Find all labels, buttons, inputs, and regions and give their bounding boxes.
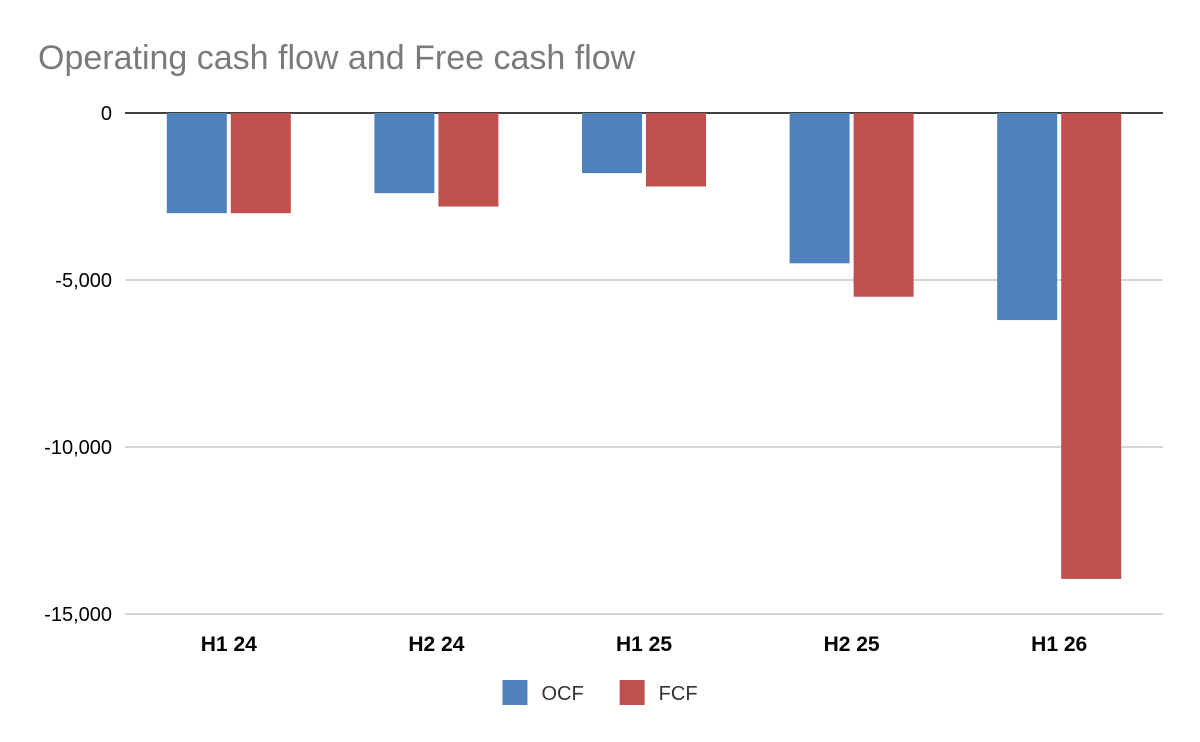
y-tick-label: -5,000: [55, 270, 112, 292]
bar-ocf-h2-25: [789, 113, 850, 264]
y-tick-label: 0: [101, 103, 112, 125]
y-tick-label: -10,000: [44, 437, 112, 459]
legend-label-ocf: OCF: [541, 683, 583, 705]
legend-item-fcf: FCF: [619, 680, 698, 705]
legend-swatch-fcf: [619, 680, 645, 705]
legend-item-ocf: OCF: [502, 680, 584, 705]
legend-label-fcf: FCF: [659, 683, 698, 705]
y-axis-ticks: 0 -5,000 -10,000 -15,000: [44, 103, 112, 626]
y-tick-label: -15,000: [44, 604, 112, 626]
bar-ocf-h1-25: [582, 113, 642, 174]
chart-title: Operating cash flow and Free cash flow: [38, 39, 636, 77]
x-tick-label: H1 24: [201, 633, 257, 656]
x-tick-label: H1 25: [616, 633, 672, 656]
bar-fcf-h2-25: [853, 113, 914, 297]
bars: [166, 113, 1122, 579]
bar-ocf-h2-24: [374, 113, 435, 194]
bar-fcf-h2-24: [438, 113, 499, 207]
x-tick-label: H2 24: [408, 633, 464, 656]
legend: OCF FCF: [502, 680, 698, 705]
x-axis-ticks: H1 24 H2 24 H1 25 H2 25 H1 26: [201, 633, 1087, 656]
gridlines: [125, 112, 1163, 615]
bar-fcf-h1-26: [1061, 113, 1122, 579]
bar-ocf-h1-26: [997, 113, 1058, 321]
x-tick-label: H1 26: [1031, 633, 1087, 656]
x-tick-label: H2 25: [824, 633, 880, 656]
bar-fcf-h1-25: [646, 113, 706, 187]
bar-fcf-h1-24: [230, 113, 291, 214]
bar-ocf-h1-24: [166, 113, 227, 214]
legend-swatch-ocf: [502, 680, 528, 705]
